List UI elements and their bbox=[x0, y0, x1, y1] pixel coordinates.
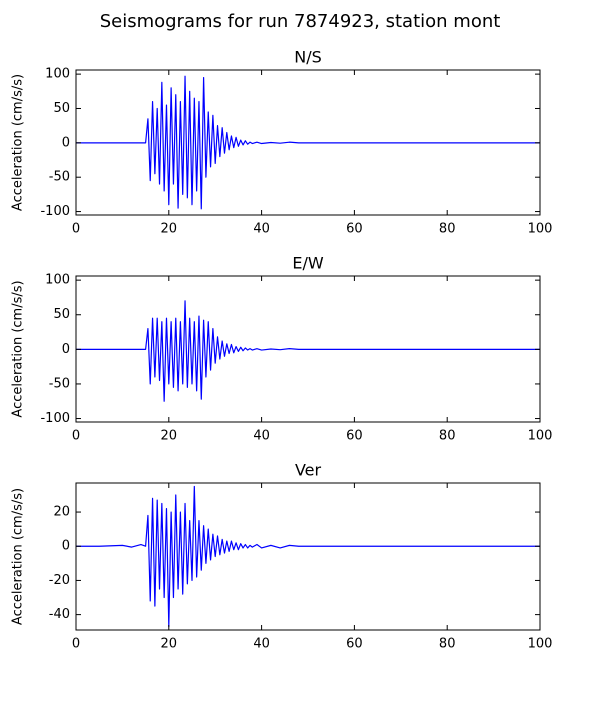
waveform bbox=[76, 300, 540, 402]
y-tick-label: -100 bbox=[40, 411, 70, 426]
x-tick-label: 100 bbox=[528, 222, 553, 237]
x-tick-label: 40 bbox=[253, 429, 270, 444]
x-tick-label: 0 bbox=[72, 222, 80, 237]
x-tick-label: 60 bbox=[346, 222, 363, 237]
x-tick-label: 0 bbox=[72, 429, 80, 444]
y-tick-label: 100 bbox=[45, 67, 70, 82]
x-tick-label: 20 bbox=[161, 222, 178, 237]
y-tick-label: 0 bbox=[62, 539, 70, 554]
y-axis-label: Acceleration (cm/s/s) bbox=[11, 280, 26, 417]
axes-frame bbox=[75, 482, 541, 631]
x-tick-label: 40 bbox=[253, 637, 270, 652]
x-tick-label: 100 bbox=[528, 429, 553, 444]
x-tick-label: 80 bbox=[439, 222, 456, 237]
x-tick-label: 80 bbox=[439, 429, 456, 444]
axes-frame bbox=[75, 275, 541, 423]
y-axis-label: Acceleration (cm/s/s) bbox=[11, 74, 26, 211]
y-tick-label: -40 bbox=[49, 607, 70, 622]
x-tick-label: 100 bbox=[528, 637, 553, 652]
y-axis-label: Acceleration (cm/s/s) bbox=[11, 488, 26, 625]
plot-area bbox=[76, 300, 540, 402]
x-tick-label: 20 bbox=[161, 429, 178, 444]
panel-title: N/S bbox=[294, 48, 322, 67]
y-tick-label: 0 bbox=[62, 342, 70, 357]
x-tick-label: 60 bbox=[346, 637, 363, 652]
y-tick-label: -100 bbox=[40, 204, 70, 219]
x-tick-label: 80 bbox=[439, 637, 456, 652]
y-tick-label: 100 bbox=[45, 273, 70, 288]
panel-title: Ver bbox=[295, 461, 322, 480]
figure-title: Seismograms for run 7874923, station mon… bbox=[100, 11, 501, 32]
axes-frame bbox=[75, 69, 541, 216]
y-tick-label: 50 bbox=[53, 101, 70, 116]
y-tick-label: 20 bbox=[53, 505, 70, 520]
x-tick-label: 60 bbox=[346, 429, 363, 444]
waveform bbox=[76, 75, 540, 210]
y-tick-label: 50 bbox=[53, 307, 70, 322]
x-tick-label: 40 bbox=[253, 222, 270, 237]
y-tick-label: -50 bbox=[49, 376, 70, 391]
panel-title: E/W bbox=[292, 254, 324, 273]
y-tick-label: 0 bbox=[62, 135, 70, 150]
waveform bbox=[76, 485, 540, 628]
plot-area bbox=[76, 75, 540, 210]
x-tick-label: 0 bbox=[72, 637, 80, 652]
plot-area bbox=[76, 485, 540, 628]
y-tick-label: -50 bbox=[49, 170, 70, 185]
x-tick-label: 20 bbox=[161, 637, 178, 652]
y-tick-label: -20 bbox=[49, 573, 70, 588]
